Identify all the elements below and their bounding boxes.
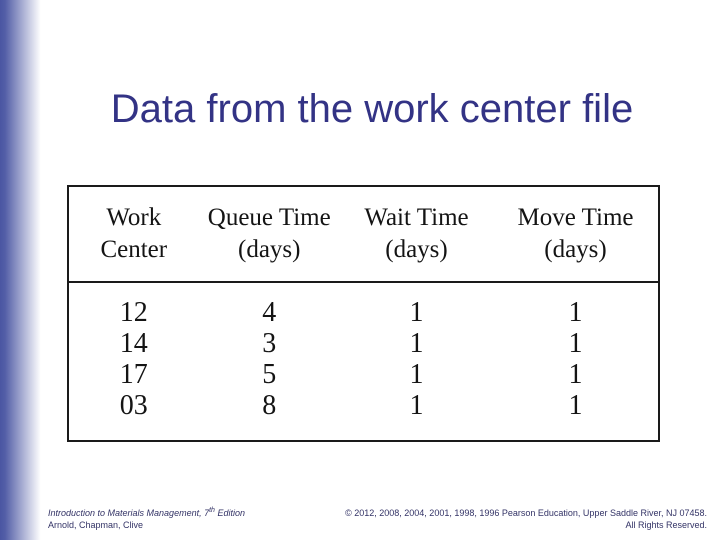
cell-work-center: 12 (119, 297, 148, 328)
column-header-move-time: Move Time (days) (517, 204, 634, 263)
footer-authors: Arnold, Chapman, Clive (48, 520, 144, 530)
cell-queue-time: 8 (262, 390, 277, 421)
column-header-wait-time: Wait Time (days) (364, 204, 469, 263)
cell-work-center: 17 (119, 359, 148, 390)
cell-queue-time: 4 (262, 297, 277, 328)
table-row: 14 3 1 1 (69, 328, 658, 359)
left-gradient-bar (0, 0, 42, 540)
table-body: 12 4 1 1 14 3 1 1 17 5 1 1 03 8 1 1 (69, 283, 658, 421)
cell-move-time: 1 (568, 359, 583, 390)
cell-wait-time: 1 (409, 328, 424, 359)
work-center-table: Work Center Queue Time (days) Wait Time … (67, 185, 660, 442)
column-header-work-center: Work Center (100, 204, 168, 263)
footer-copyright-line: © 2012, 2008, 2004, 2001, 1998, 1996 Pea… (345, 508, 707, 518)
cell-wait-time: 1 (409, 297, 424, 328)
table-row: 12 4 1 1 (69, 297, 658, 328)
table-row: 03 8 1 1 (69, 390, 658, 421)
footer-copyright: © 2012, 2008, 2004, 2001, 1998, 1996 Pea… (345, 507, 707, 531)
cell-move-time: 1 (568, 390, 583, 421)
cell-wait-time: 1 (409, 390, 424, 421)
cell-move-time: 1 (568, 328, 583, 359)
table-row: 17 5 1 1 (69, 359, 658, 390)
cell-work-center: 03 (119, 390, 148, 421)
slide-title: Data from the work center file (110, 87, 634, 131)
footer-rights-line: All Rights Reserved. (625, 520, 707, 530)
cell-queue-time: 5 (262, 359, 277, 390)
cell-work-center: 14 (119, 328, 148, 359)
footer-book-title: Introduction to Materials Management, 7t… (48, 507, 245, 518)
cell-queue-time: 3 (262, 328, 277, 359)
table-header-row: Work Center Queue Time (days) Wait Time … (69, 187, 658, 283)
footer-book-credit: Introduction to Materials Management, 7t… (48, 505, 245, 531)
column-header-queue-time: Queue Time (days) (207, 204, 331, 263)
cell-move-time: 1 (568, 297, 583, 328)
cell-wait-time: 1 (409, 359, 424, 390)
